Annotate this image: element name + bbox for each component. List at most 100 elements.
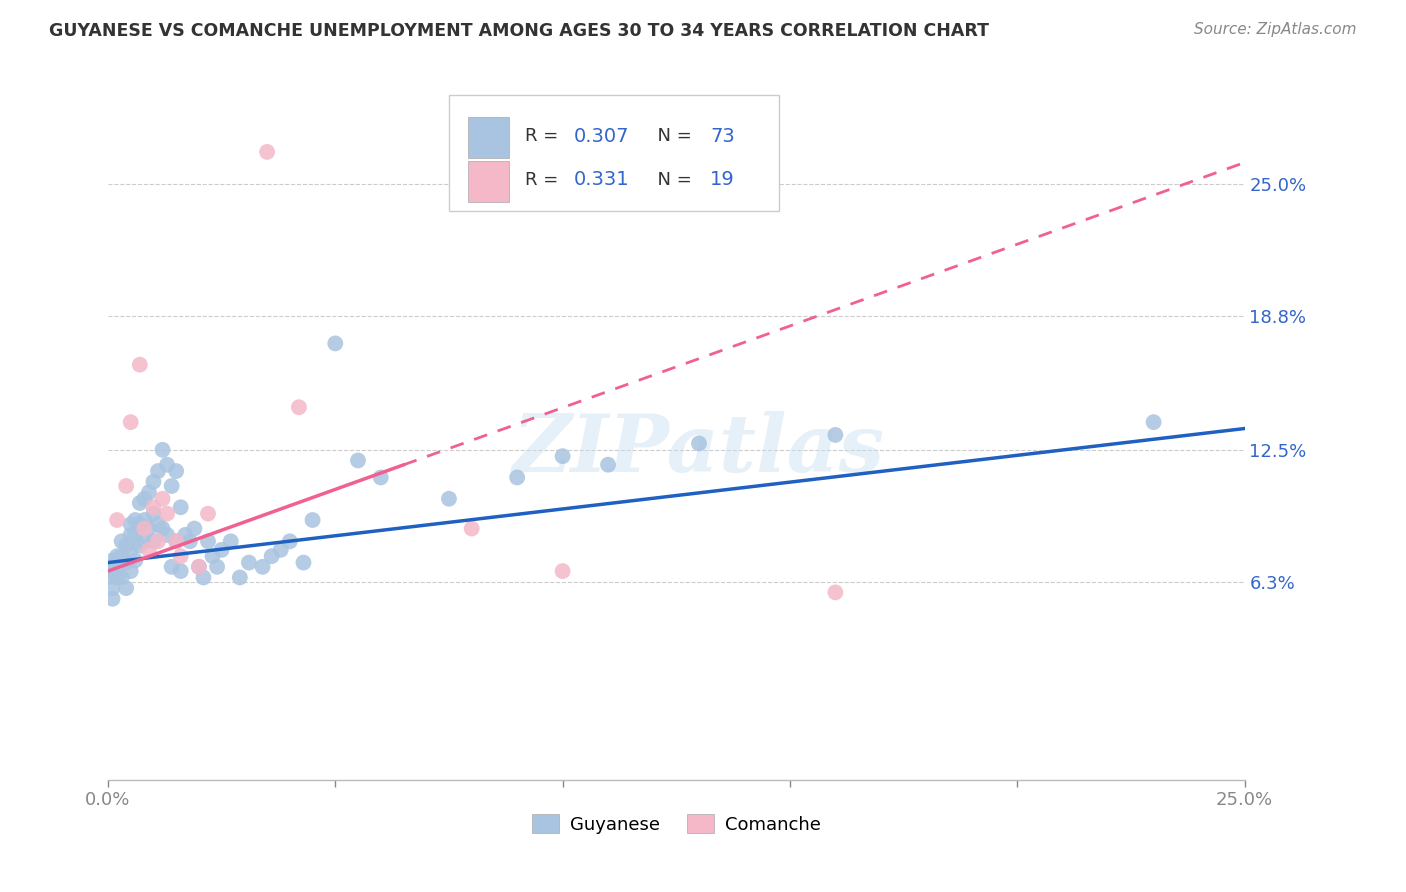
Point [105, 570, 128, 584]
Point [101, 553, 124, 567]
Point [142, 507, 165, 521]
Point [101, 581, 124, 595]
FancyBboxPatch shape [468, 118, 509, 158]
Point [156, 507, 179, 521]
Point [183, 522, 205, 536]
Point [134, 534, 156, 549]
Text: 0.331: 0.331 [574, 170, 630, 189]
Point [506, 470, 529, 484]
Point [138, 522, 160, 536]
Point [146, 464, 169, 478]
Point [288, 401, 311, 415]
Point [146, 517, 169, 532]
FancyBboxPatch shape [468, 161, 509, 202]
Point [165, 534, 187, 549]
Point [115, 539, 138, 553]
Point [120, 528, 142, 542]
Point [138, 542, 160, 557]
Point [134, 522, 156, 536]
Point [152, 491, 174, 506]
Point [111, 570, 134, 584]
Point [120, 415, 142, 429]
Point [238, 556, 260, 570]
Point [292, 556, 315, 570]
Point [165, 534, 187, 549]
Point [128, 539, 150, 553]
Point [160, 479, 183, 493]
Point [120, 542, 142, 557]
Point [170, 564, 193, 578]
Point [142, 475, 165, 489]
Point [156, 458, 179, 472]
Point [138, 485, 160, 500]
Point [120, 517, 142, 532]
Text: Source: ZipAtlas.com: Source: ZipAtlas.com [1194, 22, 1357, 37]
Point [97, 570, 120, 584]
Point [301, 513, 323, 527]
Point [174, 528, 197, 542]
Text: 19: 19 [710, 170, 735, 189]
FancyBboxPatch shape [449, 95, 779, 211]
Point [205, 559, 228, 574]
Text: R =: R = [524, 128, 564, 145]
Point [115, 556, 138, 570]
Point [134, 491, 156, 506]
Point [105, 549, 128, 564]
Point [824, 585, 846, 599]
Point [124, 553, 146, 567]
Point [179, 534, 201, 549]
Point [111, 534, 134, 549]
Point [115, 479, 138, 493]
Point [142, 500, 165, 515]
Point [170, 549, 193, 564]
Point [120, 564, 142, 578]
Point [252, 559, 274, 574]
Point [197, 507, 219, 521]
Point [278, 534, 301, 549]
Point [270, 542, 292, 557]
Point [128, 496, 150, 510]
Point [124, 528, 146, 542]
Point [219, 534, 242, 549]
Point [146, 534, 169, 549]
Point [97, 559, 120, 574]
Legend: Guyanese, Comanche: Guyanese, Comanche [531, 814, 821, 834]
Text: R =: R = [524, 171, 564, 189]
Point [201, 549, 224, 564]
Point [688, 436, 710, 450]
Point [256, 145, 278, 159]
Point [170, 500, 193, 515]
Point [193, 570, 215, 584]
Point [134, 513, 156, 527]
Point [323, 336, 346, 351]
Point [187, 559, 209, 574]
Point [551, 449, 574, 463]
Point [347, 453, 370, 467]
Point [124, 513, 146, 527]
Point [152, 522, 174, 536]
Point [115, 581, 138, 595]
Point [156, 528, 179, 542]
Point [101, 591, 124, 606]
Point [165, 464, 187, 478]
Point [260, 549, 283, 564]
Point [370, 470, 392, 484]
Point [824, 428, 846, 442]
Point [1142, 415, 1164, 429]
Text: N =: N = [645, 128, 697, 145]
Point [128, 517, 150, 532]
Text: 0.307: 0.307 [574, 127, 630, 146]
Point [460, 522, 482, 536]
Point [105, 559, 128, 574]
Point [211, 542, 233, 557]
Point [596, 458, 619, 472]
Text: ZIPatlas: ZIPatlas [513, 411, 884, 488]
Point [105, 513, 128, 527]
Point [111, 549, 134, 564]
Point [142, 534, 165, 549]
Point [229, 570, 252, 584]
Text: N =: N = [645, 171, 697, 189]
Point [551, 564, 574, 578]
Point [197, 534, 219, 549]
Point [160, 559, 183, 574]
